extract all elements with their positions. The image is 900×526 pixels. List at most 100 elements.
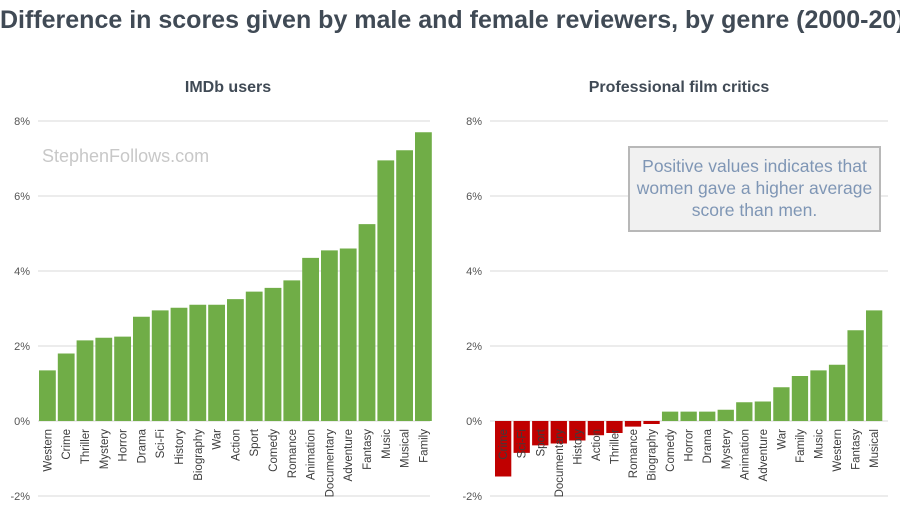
critics-category-label: Horror — [684, 429, 696, 462]
imdb-bar — [114, 336, 131, 421]
imdb-bar — [133, 316, 150, 421]
imdb-bar — [151, 310, 169, 421]
critics-bar — [736, 402, 753, 421]
critics-y-tick-label: 0% — [466, 416, 482, 428]
critics-bar — [606, 421, 623, 433]
critics-category-label: War — [776, 429, 788, 450]
critics-category-label: Action — [591, 429, 603, 461]
imdb-bar — [39, 370, 56, 421]
imdb-category-label: Mystery — [99, 429, 111, 470]
imdb-bar — [321, 250, 338, 421]
critics-category-label: Biography — [647, 429, 659, 481]
main-title: Difference in scores given by male and f… — [0, 6, 900, 34]
critics-category-label: Adventure — [758, 429, 770, 481]
critics-bar — [773, 387, 790, 421]
critics-bar — [828, 364, 846, 421]
imdb-bar — [189, 304, 207, 421]
imdb-bar — [95, 337, 113, 421]
critics-category-label: Fantasy — [851, 429, 863, 470]
critics-category-label: Family — [795, 429, 807, 463]
imdb-category-label: Fantasy — [362, 429, 374, 470]
critics-bar — [550, 421, 567, 444]
imdb-category-label: Music — [381, 429, 393, 459]
imdb-y-tick-label: 0% — [14, 416, 30, 428]
critics-bar — [624, 421, 642, 427]
imdb-bar — [396, 150, 413, 421]
critics-bar — [495, 421, 512, 477]
imdb-y-tick-label: 8% — [14, 116, 30, 128]
critics-category-label: Crime — [498, 429, 510, 460]
critics-category-label: Western — [832, 429, 844, 472]
critics-bar — [680, 411, 697, 421]
critics-y-tick-label: 4% — [466, 266, 482, 278]
imdb-category-label: Horror — [118, 429, 130, 462]
imdb-bar — [227, 299, 244, 421]
imdb-bar — [245, 291, 263, 421]
imdb-bar — [358, 224, 376, 421]
imdb-y-tick-label: 6% — [14, 191, 30, 203]
critics-bar — [661, 411, 679, 421]
imdb-chart: -2% 0% 2% 4% 6% 8% Western Crime Thriller Mystery… — [10, 116, 432, 503]
critics-bar — [699, 411, 716, 421]
imdb-category-label: History — [174, 429, 186, 465]
imdb-category-label: Comedy — [268, 429, 280, 472]
imdb-category-label: Biography — [193, 429, 205, 481]
imdb-y-tick-label: 2% — [14, 341, 30, 353]
critics-y-tick-label: 6% — [466, 191, 482, 203]
imdb-bar — [377, 160, 395, 421]
imdb-category-label: Adventure — [343, 429, 355, 481]
critics-category-label: Mystery — [721, 429, 733, 470]
imdb-category-label: Crime — [61, 429, 73, 460]
imdb-bar — [264, 287, 282, 421]
critics-category-label: Drama — [702, 428, 714, 463]
critics-category-label: Thriller — [609, 429, 621, 464]
imdb-y-tick-label: 4% — [14, 266, 30, 278]
imdb-y-tick-label: -2% — [10, 491, 30, 503]
imdb-bar — [302, 257, 319, 421]
imdb-category-label: Action — [230, 429, 242, 461]
annotation-box: Positive values indicates that women gav… — [628, 146, 881, 232]
critics-bar — [513, 421, 530, 453]
imdb-bar — [283, 280, 301, 421]
imdb-category-label: Documentary — [324, 429, 336, 498]
imdb-category-label: War — [212, 429, 224, 450]
critics-chart-title: Professional film critics — [588, 79, 770, 96]
imdb-category-label: Thriller — [80, 429, 92, 464]
critics-bar — [532, 421, 549, 446]
imdb-bar — [339, 248, 357, 421]
critics-category-label: Comedy — [665, 429, 677, 472]
imdb-category-label: Western — [42, 429, 54, 472]
critics-bar — [810, 370, 827, 421]
critics-y-tick-label: -2% — [462, 491, 482, 503]
critics-y-tick-label: 8% — [466, 116, 482, 128]
imdb-category-label: Sport — [249, 428, 261, 456]
critics-bar — [587, 421, 605, 436]
imdb-category-label: Family — [418, 429, 430, 463]
imdb-bar — [208, 304, 225, 421]
critics-bar — [569, 421, 586, 441]
critics-bar — [866, 310, 883, 421]
critics-bar — [643, 421, 660, 424]
critics-category-label: Sci-Fi — [517, 429, 529, 458]
critics-category-label: Romance — [628, 429, 640, 478]
critics-bar — [754, 401, 771, 421]
critics-category-label: Sport — [535, 428, 547, 456]
imdb-category-label: Musical — [400, 429, 412, 468]
critics-category-label: Music — [814, 429, 826, 459]
critics-category-label: Documentary — [554, 429, 566, 498]
imdb-category-label: Animation — [306, 429, 318, 480]
imdb-category-label: Romance — [287, 429, 299, 478]
imdb-category-label: Sci-Fi — [155, 429, 167, 458]
critics-bar — [717, 409, 734, 421]
critics-bar — [791, 376, 809, 421]
critics-category-label: Animation — [739, 429, 751, 480]
critics-category-label: Musical — [869, 429, 881, 468]
imdb-bar — [415, 132, 432, 421]
imdb-category-label: Drama — [136, 428, 148, 463]
imdb-chart-title: IMDb users — [184, 79, 272, 96]
imdb-bar — [76, 340, 94, 421]
critics-y-tick-label: 2% — [466, 341, 482, 353]
imdb-bar — [170, 307, 188, 421]
imdb-bar — [57, 353, 75, 421]
